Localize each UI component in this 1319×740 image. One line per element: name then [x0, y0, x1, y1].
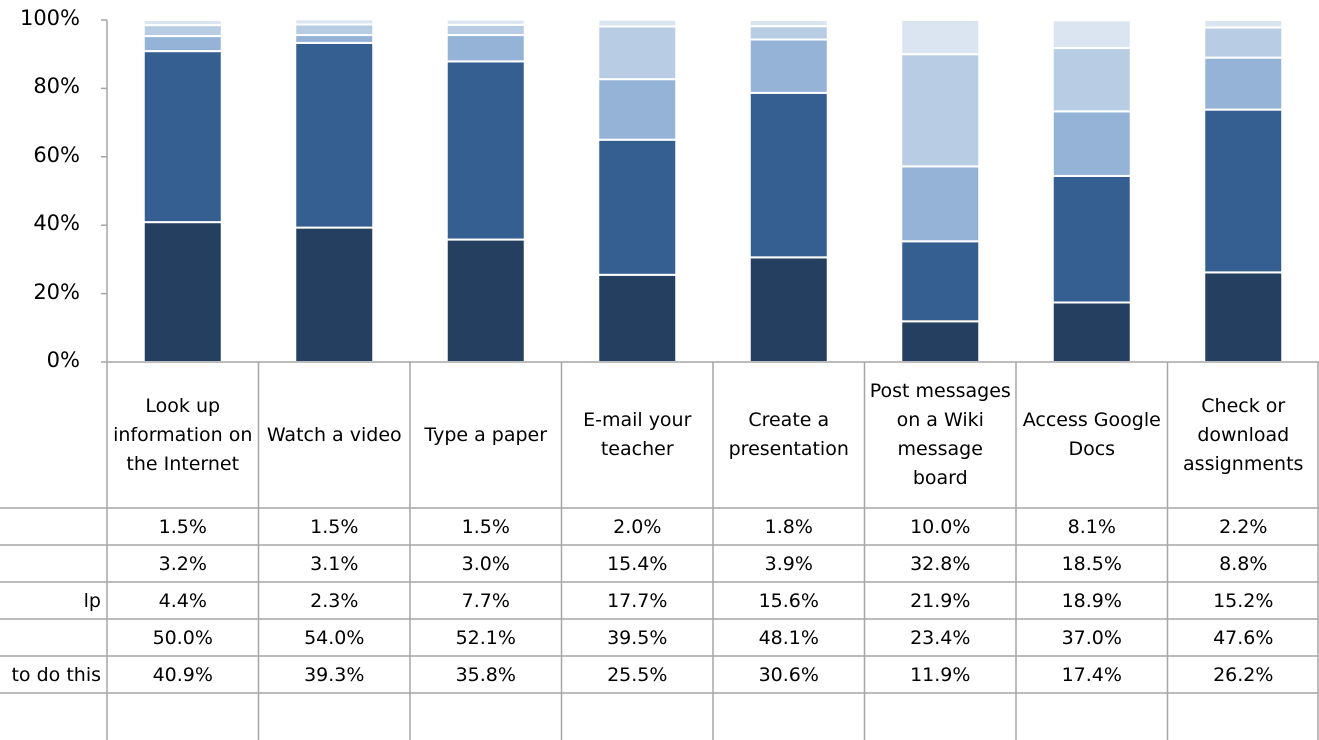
y-tick-label: 80% [33, 74, 80, 99]
y-tick-label: 100% [19, 6, 80, 30]
value-label: 52.1% [455, 626, 516, 649]
value-label: 8.8% [1219, 552, 1268, 575]
y-tick-label: 60% [33, 142, 80, 167]
value-label: 15.4% [607, 552, 668, 575]
value-label: 54.0% [304, 626, 365, 649]
value-label: 8.1% [1067, 515, 1116, 538]
bar-segment [142, 50, 223, 224]
bar-segment [1051, 301, 1132, 364]
y-tick-label: 40% [33, 211, 80, 236]
value-label: 39.5% [607, 626, 668, 649]
bar-segment [900, 165, 981, 243]
value-label: 18.5% [1061, 552, 1122, 575]
value-label: 3.1% [310, 552, 359, 575]
value-label: 3.2% [158, 552, 207, 575]
bar-segment [294, 18, 375, 26]
bar-segment [142, 24, 223, 38]
bar-segment [1051, 110, 1132, 177]
legend-label: to do this [11, 663, 101, 686]
bar-segment [748, 256, 829, 363]
bar-segment [294, 41, 375, 229]
bar-segment [142, 19, 223, 27]
bar-segment [597, 18, 678, 28]
category-label: Watch a video [266, 423, 402, 446]
bar-segment [900, 320, 981, 363]
bar-segment [597, 25, 678, 81]
category-label: Create a presentation [728, 409, 849, 460]
value-label: 2.0% [613, 515, 662, 538]
bar-segment [445, 238, 526, 363]
bar-segment [294, 226, 375, 363]
value-label: 1.5% [310, 515, 359, 538]
value-label: 40.9% [152, 663, 213, 686]
value-label: 37.0% [1061, 626, 1122, 649]
value-label: 18.9% [1061, 589, 1122, 612]
bar-segment [445, 18, 526, 26]
value-label: 3.9% [764, 552, 813, 575]
value-label: 17.4% [1061, 663, 1122, 686]
value-label: 23.4% [910, 626, 971, 649]
category-label: E-mail your teacher [583, 409, 692, 460]
value-label: 30.6% [758, 663, 819, 686]
bar-segment [1203, 26, 1284, 59]
bar-segment [597, 138, 678, 276]
bar-segment [900, 19, 981, 56]
bar-segment [1203, 271, 1284, 363]
bar-segment [748, 25, 829, 41]
bar-segment [597, 78, 678, 141]
bar-segment [748, 91, 829, 259]
bar-segment [142, 35, 223, 53]
category-label: Type a paper [424, 423, 548, 446]
bar-segment [445, 34, 526, 63]
value-label: 1.5% [461, 515, 510, 538]
value-label: 21.9% [910, 589, 971, 612]
y-tick-label: 20% [33, 279, 80, 304]
bar-segment [748, 38, 829, 94]
value-label: 39.3% [304, 663, 365, 686]
category-label: Post messages on a Wiki message board [869, 380, 1011, 489]
y-tick-label: 0% [46, 348, 80, 372]
bar-segment [294, 34, 375, 44]
value-label: 2.2% [1219, 515, 1268, 538]
value-label: 26.2% [1213, 663, 1274, 686]
bar-segment [445, 23, 526, 37]
value-label: 50.0% [152, 626, 213, 649]
bar-segment [900, 53, 981, 168]
category-label: Access Google Docs [1022, 409, 1161, 460]
bar-segment [1051, 174, 1132, 304]
value-label: 47.6% [1213, 626, 1274, 649]
category-label: Look up information on the Internet [113, 394, 253, 475]
category-label: Check or download assignments [1183, 394, 1304, 475]
bar-segment [1051, 47, 1132, 113]
value-label: 15.2% [1213, 589, 1274, 612]
value-label: 17.7% [607, 589, 668, 612]
value-label: 4.4% [158, 589, 207, 612]
bar-segment [597, 273, 678, 364]
value-label: 1.8% [764, 515, 813, 538]
value-label: 32.8% [910, 552, 971, 575]
value-label: 15.6% [758, 589, 819, 612]
value-label: 1.5% [158, 515, 207, 538]
bar-segment [748, 19, 829, 28]
value-label: 7.7% [461, 589, 510, 612]
bar-segment [142, 221, 223, 363]
value-label: 10.0% [910, 515, 971, 538]
bar-segment [1203, 19, 1284, 29]
value-label: 11.9% [910, 663, 971, 686]
legend-label: lp [83, 589, 101, 612]
bar-segment [900, 240, 981, 323]
bar-segment [1203, 108, 1284, 274]
value-label: 48.1% [758, 626, 819, 649]
value-label: 3.0% [461, 552, 510, 575]
value-label: 35.8% [455, 663, 516, 686]
bar-segment [1203, 56, 1284, 111]
value-label: 25.5% [607, 663, 668, 686]
bar-segment [294, 23, 375, 37]
bar-segment [445, 60, 526, 241]
bar-segment [1051, 19, 1132, 50]
value-label: 2.3% [310, 589, 359, 612]
